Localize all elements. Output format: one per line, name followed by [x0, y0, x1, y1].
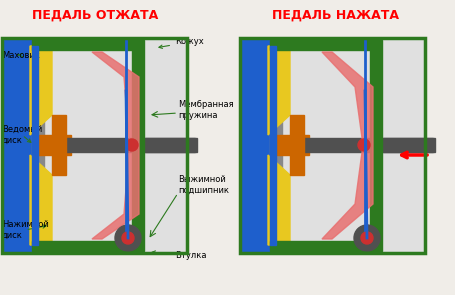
Bar	[35, 135, 71, 155]
Polygon shape	[30, 46, 52, 135]
Bar	[4, 40, 32, 251]
Bar	[132, 40, 144, 251]
Text: Нажимной
диск: Нажимной диск	[2, 220, 49, 240]
Bar	[383, 138, 433, 152]
Bar	[66, 138, 197, 152]
Bar	[145, 138, 195, 152]
Text: Втулка: Втулка	[152, 250, 207, 260]
Text: Мембранная
пружина: Мембранная пружина	[178, 100, 233, 120]
Text: ПЕДАЛЬ НАЖАТА: ПЕДАЛЬ НАЖАТА	[272, 9, 399, 22]
Bar	[32, 46, 38, 245]
Text: ПЕДАЛЬ ОТЖАТА: ПЕДАЛЬ ОТЖАТА	[32, 9, 158, 22]
Bar	[32, 40, 132, 50]
Bar	[304, 138, 435, 152]
Polygon shape	[268, 155, 290, 245]
Bar	[270, 46, 276, 245]
Bar	[270, 113, 282, 177]
Text: Кожух: Кожух	[159, 37, 204, 48]
Polygon shape	[322, 52, 373, 239]
Text: Ведомый
диск: Ведомый диск	[2, 125, 42, 145]
Circle shape	[126, 139, 138, 151]
Bar	[240, 38, 425, 253]
Polygon shape	[92, 52, 139, 239]
Circle shape	[358, 139, 370, 151]
Circle shape	[354, 225, 380, 251]
Polygon shape	[268, 46, 290, 135]
Bar	[52, 115, 66, 175]
Bar	[290, 115, 304, 175]
Bar	[32, 241, 132, 251]
Polygon shape	[30, 155, 52, 245]
Bar	[273, 135, 309, 155]
Circle shape	[361, 232, 373, 244]
Bar	[32, 113, 44, 177]
Circle shape	[115, 225, 141, 251]
Bar	[270, 40, 370, 50]
Bar	[240, 38, 425, 253]
Text: Маховик: Маховик	[2, 50, 40, 60]
Circle shape	[122, 232, 134, 244]
Bar	[370, 40, 382, 251]
Bar	[2, 38, 187, 253]
Bar	[242, 40, 270, 251]
Text: Выжимной
подшипник: Выжимной подшипник	[178, 175, 229, 195]
Bar	[270, 241, 370, 251]
Bar	[2, 38, 187, 253]
